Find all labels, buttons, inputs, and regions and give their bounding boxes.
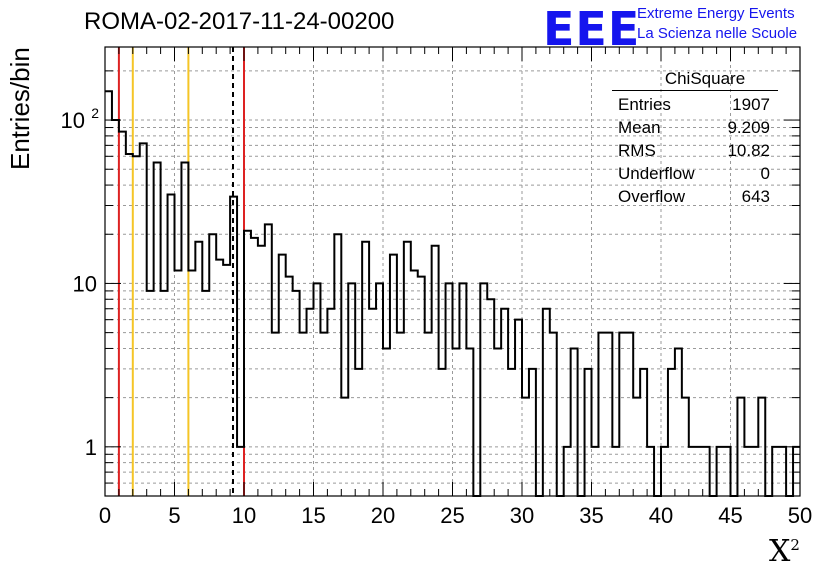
x-tick-label: 10 <box>232 503 256 528</box>
stats-value: 1907 <box>732 95 770 114</box>
x-tick-label: 45 <box>718 503 742 528</box>
y-axis-label: Entries/bin <box>5 47 35 170</box>
x-tick-label: 5 <box>168 503 180 528</box>
y-tick-label: 10 <box>61 108 85 133</box>
stats-row: Overflow 643 <box>612 185 778 208</box>
histogram-line <box>105 90 800 497</box>
stats-row: Mean 9.209 <box>612 116 778 139</box>
stats-value: 10.82 <box>727 141 770 160</box>
x-axis-label-text: X <box>769 534 791 569</box>
stats-value: 643 <box>741 187 770 206</box>
x-tick-label: 35 <box>579 503 603 528</box>
stats-value: 9.209 <box>727 118 770 137</box>
stats-label: RMS <box>618 141 656 160</box>
logo-caption: Extreme Energy Events La Scienza nelle S… <box>637 4 797 44</box>
x-tick-label: 20 <box>371 503 395 528</box>
x-tick-label: 25 <box>440 503 464 528</box>
stats-label: Entries <box>618 95 671 114</box>
stats-label: Overflow <box>618 187 686 206</box>
y-tick-label-exponent: 2 <box>91 105 99 121</box>
stats-row: RMS 10.82 <box>612 139 778 162</box>
x-tick-label: 0 <box>99 503 111 528</box>
stats-title: ChiSquare <box>612 67 778 91</box>
logo-line-1: Extreme Energy Events <box>637 5 795 22</box>
x-axis-label: X2 <box>769 534 800 569</box>
x-tick-label: 15 <box>301 503 325 528</box>
stats-row: Underflow 0 <box>612 162 778 185</box>
eee-logo: EEE <box>543 2 641 56</box>
x-tick-label: 50 <box>788 503 812 528</box>
stats-row: Entries 1907 <box>612 93 778 116</box>
y-tick-label: 10 <box>73 271 97 296</box>
stats-label: Mean <box>618 118 661 137</box>
x-tick-label: 40 <box>649 503 673 528</box>
y-tick-label: 1 <box>85 435 97 460</box>
stats-value: 0 <box>760 164 770 183</box>
chart-title: ROMA-02-2017-11-24-00200 <box>84 8 395 35</box>
x-tick-label: 30 <box>510 503 534 528</box>
stats-box: ChiSquare Entries 1907 Mean 9.209 RMS 10.82… <box>612 67 778 208</box>
x-axis-label-superscript: 2 <box>790 536 800 554</box>
stats-label: Underflow <box>618 164 695 183</box>
logo-line-2: La Scienza nelle Scuole <box>637 25 798 42</box>
